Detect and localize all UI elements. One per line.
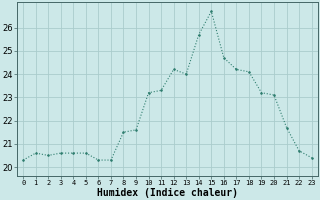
- X-axis label: Humidex (Indice chaleur): Humidex (Indice chaleur): [97, 188, 238, 198]
